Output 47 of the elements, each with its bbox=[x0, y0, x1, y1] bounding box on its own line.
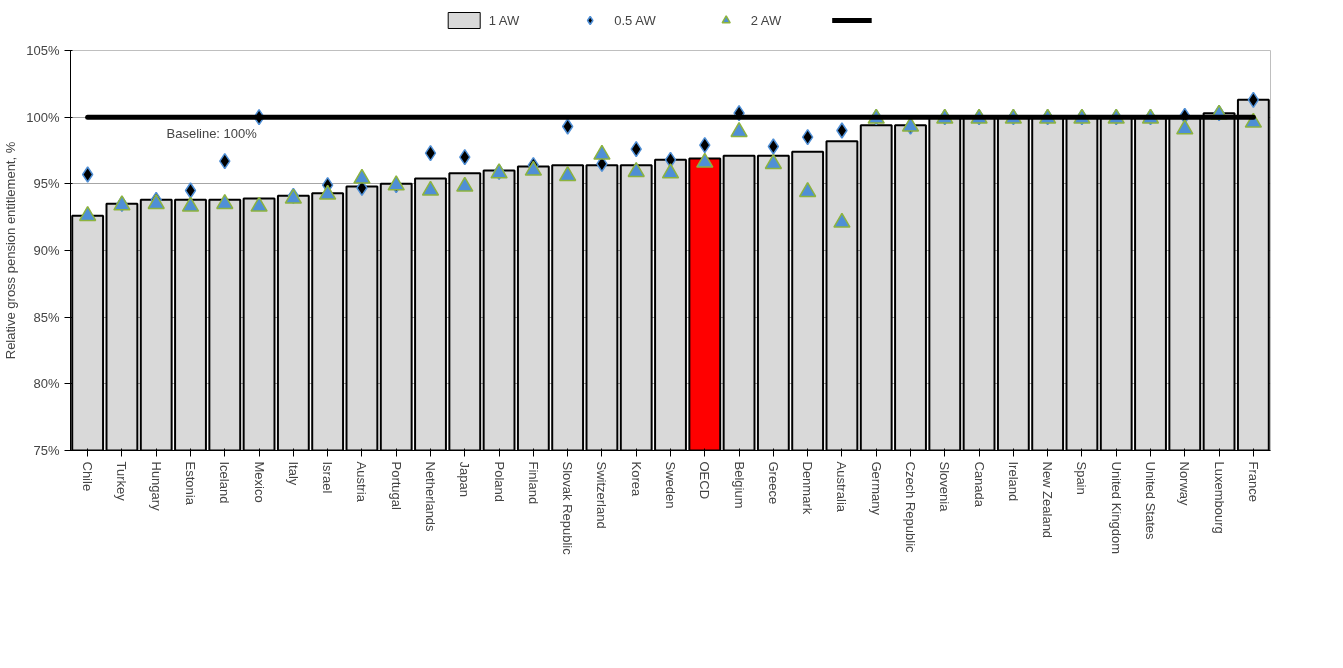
x-tick-label: Greece bbox=[765, 461, 781, 505]
x-tick-label: Sweden bbox=[663, 461, 678, 509]
y-axis-title: Relative gross pension entitlement, % bbox=[3, 141, 19, 360]
x-tick-label: Turkey bbox=[114, 461, 130, 502]
x-tick-label: Mexico bbox=[251, 461, 267, 503]
x-tick-label: Israel bbox=[320, 461, 336, 494]
x-tick-label: Slovenia bbox=[937, 461, 953, 513]
x-tick-label: Iceland bbox=[217, 461, 233, 504]
x-tick-label: Austria bbox=[354, 461, 370, 503]
ref-line-label: Baseline: 100% bbox=[166, 126, 258, 142]
x-tick-label: Hungary bbox=[148, 461, 164, 512]
y-tick-label: 75% bbox=[33, 443, 60, 458]
y-tick-label: 90% bbox=[33, 243, 60, 258]
x-tick-label: Norway bbox=[1177, 461, 1193, 507]
x-tick-label: Czech Republic bbox=[903, 461, 918, 554]
x-tick-label: Slovak Republic bbox=[560, 461, 576, 556]
y-tick-label: 95% bbox=[33, 176, 60, 192]
x-tick-label: Portugal bbox=[388, 461, 404, 511]
x-tick-label: Switzerland bbox=[594, 461, 610, 529]
x-tick-label: Estonia bbox=[183, 461, 198, 506]
x-tick-label: Spain bbox=[1074, 461, 1090, 495]
y-tick-label: 105% bbox=[26, 43, 60, 58]
legend-label: 0.5 AW bbox=[614, 12, 656, 28]
x-tick-label: Italy bbox=[285, 461, 301, 486]
x-tick-label: Korea bbox=[628, 461, 644, 497]
x-tick-label: Chile bbox=[80, 461, 96, 492]
y-tick-label: 80% bbox=[33, 376, 60, 392]
y-tick-label: 85% bbox=[33, 309, 60, 325]
x-tick-label: Finland bbox=[525, 461, 541, 505]
x-tick-label: Luxembourg bbox=[1211, 461, 1227, 534]
legend-label: 2 AW bbox=[750, 12, 782, 28]
x-tick-label: Australia bbox=[834, 461, 850, 513]
x-tick-label: Germany bbox=[868, 461, 884, 516]
legend-label: 1 AW bbox=[488, 12, 520, 28]
x-tick-label: Ireland bbox=[1005, 461, 1021, 502]
x-tick-label: United Kingdom bbox=[1108, 461, 1124, 554]
x-tick-label: Netherlands bbox=[423, 461, 438, 533]
y-tick-label: 100% bbox=[26, 109, 60, 125]
x-tick-label: New Zealand bbox=[1040, 461, 1056, 539]
x-tick-label: United States bbox=[1143, 461, 1158, 541]
x-tick-label: Canada bbox=[971, 461, 987, 508]
x-tick-label: Denmark bbox=[800, 461, 816, 515]
x-tick-label: Poland bbox=[491, 461, 507, 502]
x-tick-label: Japan bbox=[457, 461, 473, 497]
x-tick-label: France bbox=[1245, 461, 1261, 502]
x-tick-label: OECD bbox=[697, 461, 713, 500]
x-tick-label: Belgium bbox=[731, 461, 747, 509]
